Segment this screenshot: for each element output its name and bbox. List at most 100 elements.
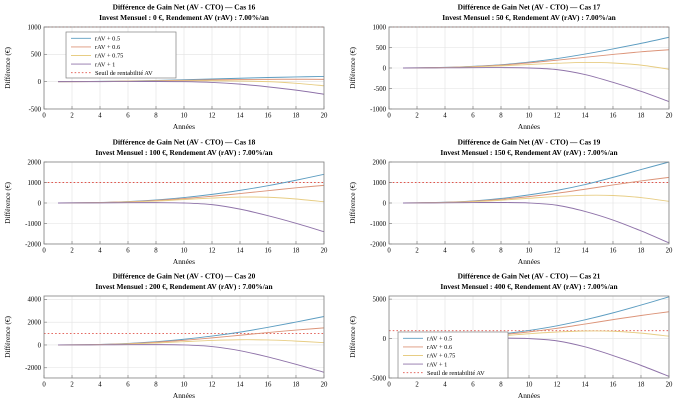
chart-subtitle: Invest Mensuel : 150 €, Rendement AV (rA… — [440, 148, 617, 157]
x-axis-label: Années — [173, 122, 195, 131]
x-tick-label: 6 — [471, 112, 475, 119]
legend-label: rAV + 1 — [95, 61, 115, 68]
x-tick-label: 2 — [70, 112, 74, 119]
x-tick-label: 2 — [415, 247, 419, 254]
x-tick-label: 18 — [293, 247, 300, 254]
y-tick-label: 0 — [383, 65, 387, 72]
x-tick-label: 2 — [415, 112, 419, 119]
x-tick-label: 16 — [610, 382, 617, 389]
y-tick-label: 1000 — [27, 179, 41, 186]
x-tick-label: 2 — [70, 382, 74, 389]
series-line-rav+0.6 — [58, 327, 325, 346]
x-tick-label: 18 — [293, 112, 300, 119]
x-tick-label: 14 — [582, 247, 589, 254]
y-axis-label: Différence (€) — [3, 47, 12, 89]
chart-subtitle: Invest Mensuel : 50 €, Rendement AV (rAV… — [442, 13, 616, 22]
legend-label: rAV + 0.6 — [95, 44, 120, 51]
chart-subtitle: Invest Mensuel : 0 €, Rendement AV (rAV)… — [99, 13, 269, 22]
x-tick-label: 20 — [321, 382, 328, 389]
y-tick-label: -5000 — [370, 376, 386, 383]
x-tick-label: 16 — [610, 247, 617, 254]
series-line-rav+0.6 — [58, 184, 325, 204]
x-tick-label: 0 — [387, 247, 391, 254]
legend-label: Seuil de rentabilité AV — [427, 370, 485, 377]
x-tick-label: 20 — [321, 112, 328, 119]
y-tick-label: 1000 — [27, 24, 41, 31]
x-tick-label: 8 — [154, 247, 158, 254]
chart-cas-18: 0 2 4 6 8 10 12 14 16 18 20 -2000 -1000 0 1000 2000 Diff… — [3, 137, 328, 266]
x-tick-label: 0 — [387, 382, 391, 389]
x-tick-label: 20 — [666, 247, 673, 254]
x-tick-label: 16 — [610, 112, 617, 119]
chart-cas-19: 0 2 4 6 8 10 12 14 16 18 20 -2000 -1000 0 1000 2000 Diff… — [348, 137, 673, 265]
y-tick-label: -2000 — [25, 241, 41, 248]
x-tick-label: 12 — [554, 247, 561, 254]
x-tick-label: 18 — [638, 247, 645, 254]
x-tick-label: 14 — [237, 112, 244, 119]
x-tick-label: 4 — [98, 247, 102, 254]
chart-title: Différence de Gain Net (AV - CTO) — Cas … — [458, 272, 601, 281]
x-tick-label: 14 — [582, 382, 589, 389]
x-tick-label: 16 — [265, 247, 272, 254]
x-tick-label: 14 — [582, 112, 589, 119]
x-tick-label: 12 — [209, 382, 216, 389]
series-line-rav+0.75 — [58, 339, 325, 346]
x-tick-label: 8 — [154, 112, 158, 119]
x-tick-label: 6 — [126, 382, 130, 389]
x-tick-label: 4 — [443, 112, 447, 119]
y-tick-label: -500 — [29, 106, 42, 113]
x-tick-label: 18 — [293, 382, 300, 389]
x-tick-label: 10 — [526, 247, 533, 254]
legend-box — [397, 331, 509, 379]
x-tick-label: 16 — [265, 382, 272, 389]
x-tick-label: 14 — [237, 382, 244, 389]
legend-box — [65, 31, 177, 79]
x-tick-label: 6 — [126, 247, 130, 254]
legend-label: rAV + 0.75 — [427, 353, 455, 360]
chart-title: Différence de Gain Net (AV - CTO) — Cas … — [113, 2, 256, 11]
x-tick-label: 2 — [415, 382, 419, 389]
x-tick-label: 0 — [42, 112, 46, 119]
x-tick-label: 0 — [42, 382, 46, 389]
legend-label: rAV + 0.5 — [427, 336, 452, 343]
y-tick-label: 1000 — [372, 24, 386, 31]
x-tick-label: 4 — [98, 112, 102, 119]
chart-cas-20: 0 2 4 6 8 10 12 14 16 18 20 -2000 0 2000 4000 Différenc… — [3, 272, 328, 400]
series-line-rav+1 — [403, 67, 670, 103]
series-line-rav+0.6 — [403, 49, 670, 69]
y-tick-label: 500 — [376, 45, 387, 52]
x-axis-label: Années — [173, 391, 195, 400]
x-tick-label: 18 — [638, 112, 645, 119]
y-tick-label: 4000 — [27, 297, 41, 304]
y-tick-label: 0 — [383, 200, 387, 207]
x-tick-label: 4 — [98, 382, 102, 389]
x-tick-label: 20 — [666, 382, 673, 389]
x-tick-label: 12 — [209, 112, 216, 119]
x-tick-label: 10 — [181, 112, 188, 119]
y-tick-label: 1000 — [372, 179, 386, 186]
y-tick-label: 5000 — [372, 297, 386, 304]
y-tick-label: -1000 — [370, 106, 386, 113]
series-line-rav+1 — [58, 344, 325, 374]
y-tick-label: -2000 — [25, 365, 41, 372]
x-tick-label: 8 — [499, 382, 503, 389]
x-tick-label: 8 — [499, 247, 503, 254]
series-line-rav+1 — [58, 81, 325, 95]
x-axis-label: Années — [518, 391, 540, 400]
y-axis-label: Différence (€) — [3, 316, 12, 358]
chart-subtitle: Invest Mensuel : 100 €, Rendement AV (rA… — [95, 148, 272, 157]
y-tick-label: 0 — [383, 336, 387, 343]
y-tick-label: 0 — [38, 343, 42, 350]
y-tick-label: 0 — [38, 79, 42, 86]
series-line-rav+1 — [58, 201, 325, 232]
x-tick-label: 14 — [237, 247, 244, 254]
series-line-rav+1 — [403, 201, 670, 244]
x-tick-label: 0 — [387, 112, 391, 119]
x-tick-label: 18 — [638, 382, 645, 389]
chart-title: Différence de Gain Net (AV - CTO) — Cas … — [458, 2, 601, 11]
x-axis-label: Années — [173, 257, 195, 266]
x-tick-label: 8 — [154, 382, 158, 389]
y-tick-label: 2000 — [372, 159, 386, 166]
series-line-rav+0.6 — [403, 176, 670, 204]
x-tick-label: 16 — [265, 112, 272, 119]
